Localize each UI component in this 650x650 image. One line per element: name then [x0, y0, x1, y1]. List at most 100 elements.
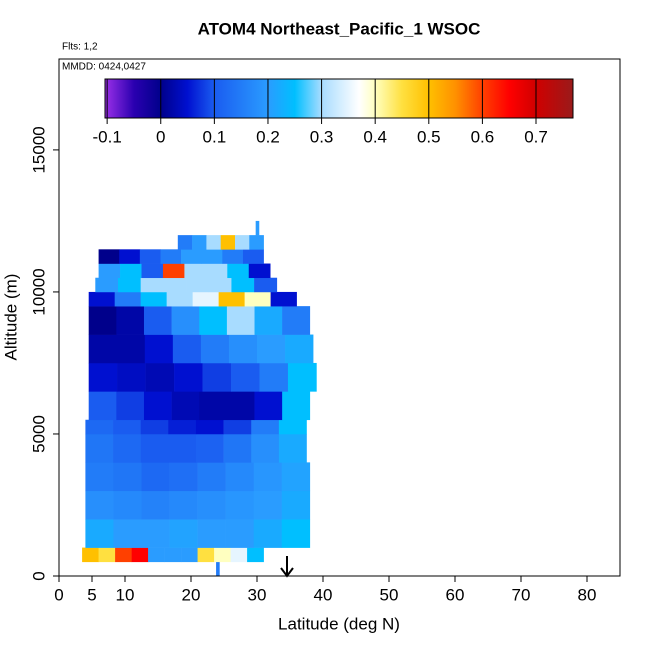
- cell: [247, 547, 264, 563]
- colorbar-tick-label: 0: [156, 127, 165, 146]
- cell: [254, 277, 278, 293]
- cell: [98, 249, 120, 264]
- cell: [205, 263, 228, 279]
- cell: [169, 462, 198, 492]
- cell: [281, 519, 311, 548]
- colorbar-tick-label: 0.5: [417, 127, 441, 146]
- cell: [88, 391, 117, 421]
- cell: [88, 291, 115, 307]
- x-tick-label: 30: [248, 585, 267, 604]
- x-tick-label: 70: [512, 585, 531, 604]
- cell: [117, 362, 146, 392]
- y-tick-label: 0: [29, 571, 48, 580]
- cell: [171, 391, 200, 421]
- x-tick-label: 0: [54, 585, 63, 604]
- colorbar-tick-label: 0.4: [363, 127, 387, 146]
- cell: [278, 433, 307, 463]
- x-axis-label: Latitude (deg N): [278, 614, 400, 633]
- cell: [227, 263, 250, 279]
- cell: [88, 334, 118, 364]
- cell: [270, 291, 297, 307]
- cell: [220, 235, 236, 250]
- cell: [218, 291, 245, 307]
- x-tick-label: 40: [314, 585, 333, 604]
- cell: [166, 291, 193, 307]
- cell: [139, 249, 161, 264]
- x-tick-label: 20: [182, 585, 201, 604]
- cell: [85, 462, 114, 492]
- cell: [199, 306, 228, 335]
- cell: [141, 490, 170, 520]
- cell: [214, 547, 231, 563]
- cell: [113, 519, 142, 548]
- cell: [144, 334, 174, 364]
- cell: [282, 306, 311, 335]
- cell: [140, 419, 169, 435]
- cell: [168, 433, 197, 463]
- cell: [255, 220, 260, 236]
- cell: [113, 433, 141, 463]
- cell: [116, 306, 145, 335]
- cell: [208, 277, 232, 293]
- cell: [172, 334, 202, 364]
- cell: [257, 334, 286, 364]
- colorbar-tick-label: 0.3: [310, 127, 334, 146]
- cell: [242, 249, 264, 264]
- cell: [251, 433, 280, 463]
- cell: [249, 235, 264, 250]
- cell: [199, 391, 228, 421]
- cell: [145, 362, 175, 392]
- cell: [169, 519, 198, 548]
- cell: [216, 561, 220, 577]
- cell: [225, 519, 254, 548]
- y-tick-label: 10000: [29, 268, 48, 315]
- x-tick-label: 5: [87, 585, 96, 604]
- cell: [169, 490, 198, 520]
- cell: [82, 547, 99, 563]
- cell: [285, 334, 314, 364]
- cell: [225, 462, 254, 492]
- chart-title: ATOM4 Northeast_Pacific_1 WSOC: [198, 19, 481, 38]
- cell: [98, 547, 116, 563]
- cell: [195, 419, 224, 435]
- cell: [116, 334, 146, 364]
- cell: [222, 249, 244, 264]
- cell: [113, 490, 142, 520]
- cell: [181, 547, 198, 563]
- cell: [186, 277, 210, 293]
- cell: [131, 547, 149, 563]
- cell: [140, 433, 169, 463]
- cell: [163, 277, 187, 293]
- cell: [119, 249, 141, 264]
- cell: [200, 334, 230, 364]
- y-tick-label: 5000: [29, 415, 48, 453]
- cell: [251, 419, 280, 435]
- cell: [223, 419, 252, 435]
- annotation: MMDD: 0424,0427: [62, 62, 146, 73]
- colorbar-tick-label: -0.1: [92, 127, 121, 146]
- cell: [168, 419, 197, 435]
- cell: [140, 277, 164, 293]
- cell: [141, 462, 170, 492]
- cell: [197, 490, 226, 520]
- cell: [192, 235, 207, 250]
- cell: [117, 277, 141, 293]
- cell: [226, 306, 255, 335]
- flight-arrow: [280, 556, 294, 578]
- y-tick-label: 15000: [29, 126, 48, 173]
- cell: [259, 362, 289, 392]
- cell: [223, 433, 252, 463]
- cell: [192, 291, 219, 307]
- cell: [254, 391, 283, 421]
- cell: [202, 362, 232, 392]
- cell: [114, 291, 141, 307]
- cell: [195, 433, 224, 463]
- colorbar-tick-label: 0.1: [203, 127, 227, 146]
- cell: [177, 235, 193, 250]
- cell: [164, 547, 182, 563]
- cell: [85, 490, 114, 520]
- cell: [225, 490, 254, 520]
- cell: [244, 291, 271, 307]
- cell: [184, 263, 207, 279]
